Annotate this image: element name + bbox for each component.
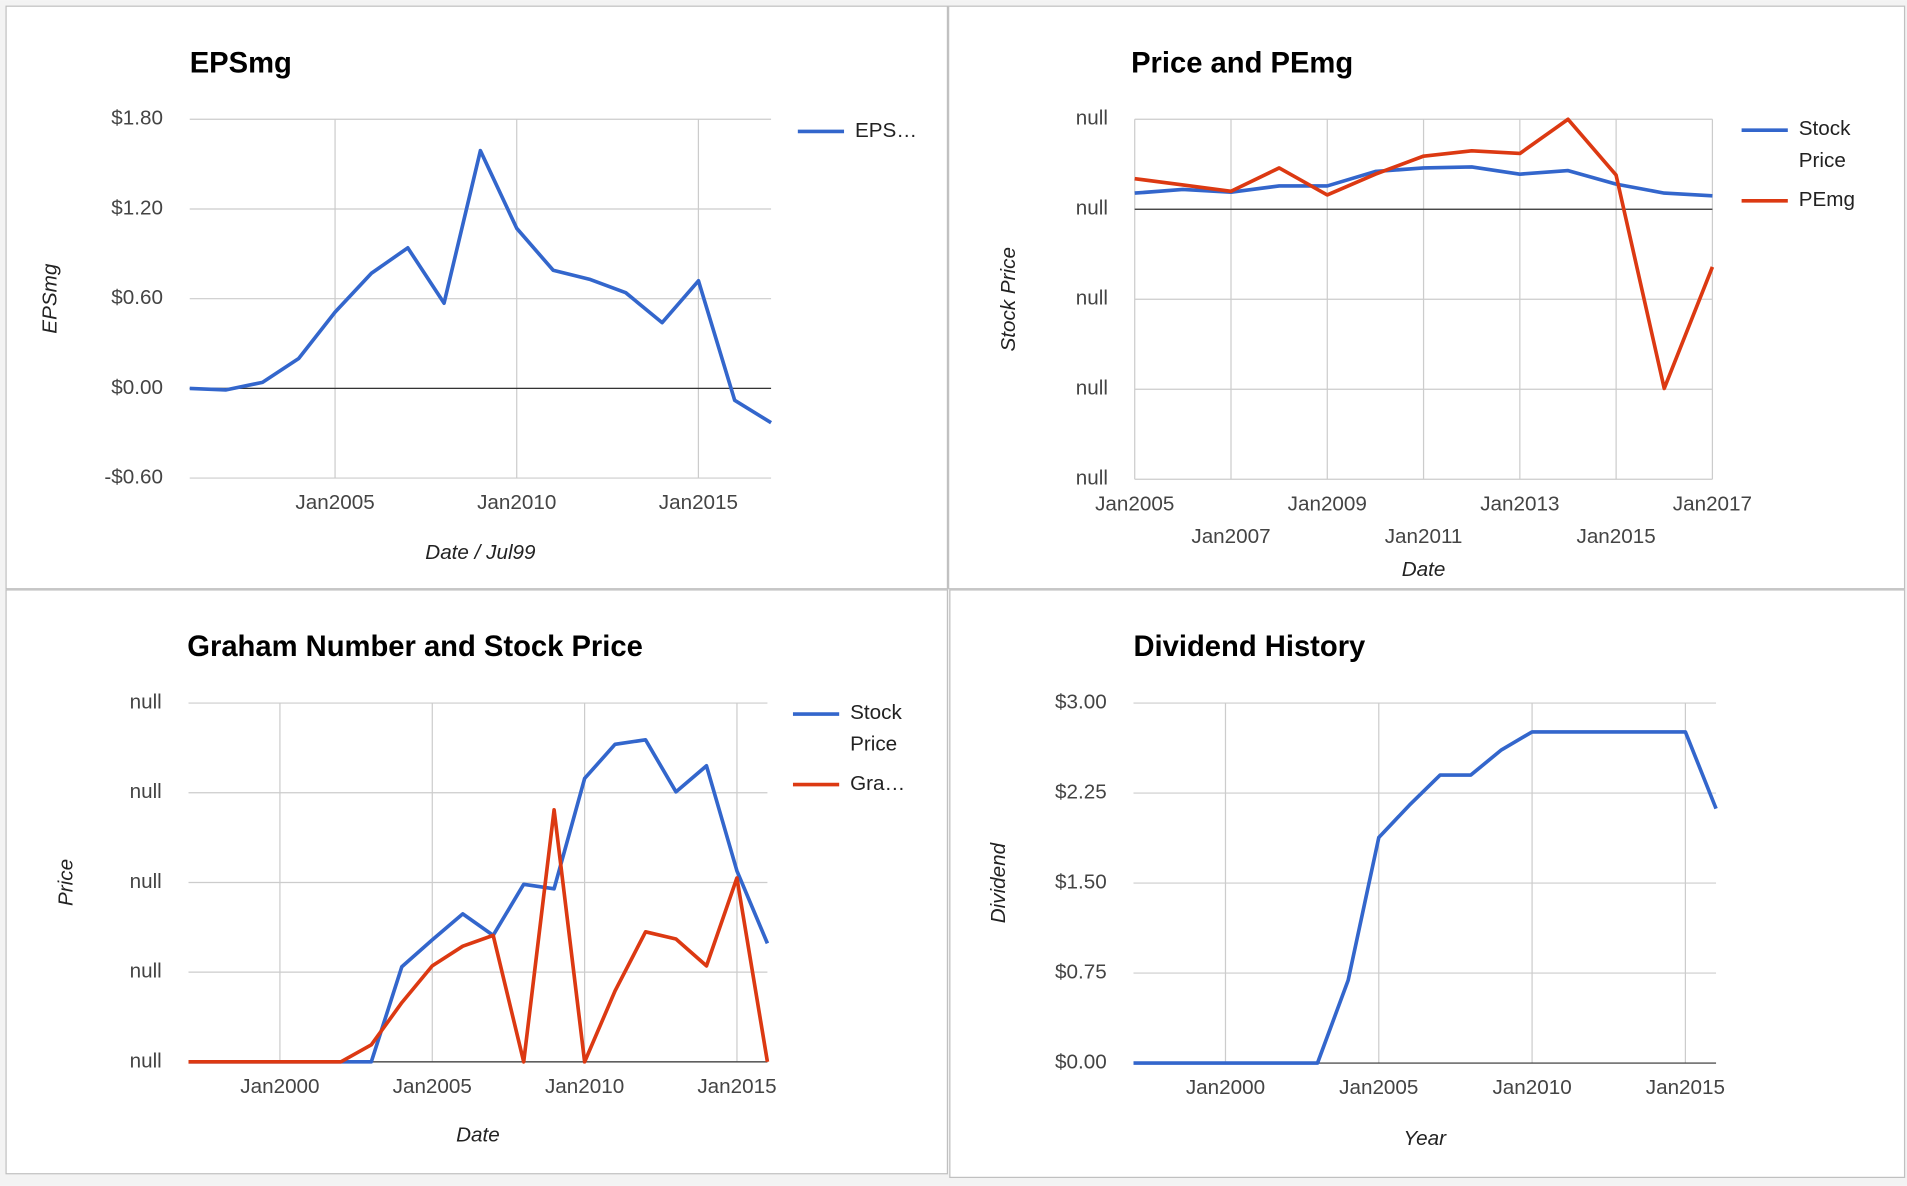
chart-panel — [948, 5, 1906, 590]
x-axis-title: Year — [1404, 1127, 1448, 1150]
x-tick-label: Jan2005 — [295, 491, 374, 514]
y-axis-title: EPSmg — [39, 263, 62, 334]
y-tick-label: $0.00 — [1055, 1051, 1107, 1074]
x-tick-label: Jan2017 — [1673, 492, 1752, 515]
legend-label: EPS… — [855, 119, 917, 142]
x-tick-label: Jan2015 — [659, 491, 738, 514]
chart-panel — [5, 5, 949, 590]
x-axis-title: Date — [456, 1123, 500, 1146]
series-line — [189, 148, 773, 425]
y-tick-label: -$0.60 — [104, 466, 163, 489]
x-tick-label: Jan2010 — [1492, 1076, 1571, 1099]
y-tick-label: null — [1076, 287, 1108, 310]
y-tick-label: $2.25 — [1055, 781, 1107, 804]
y-tick-label: null — [1076, 377, 1108, 400]
legend-label: PEmg — [1799, 188, 1855, 211]
x-axis-title: Date — [1402, 558, 1446, 581]
chart-title: Dividend History — [1133, 631, 1366, 663]
x-tick-label: Jan2005 — [1339, 1076, 1418, 1099]
y-tick-label: $1.80 — [111, 107, 163, 130]
x-tick-label: Jan2015 — [1576, 525, 1655, 548]
chart-title: Price and PEmg — [1131, 47, 1353, 79]
legend-label: Gra… — [850, 772, 905, 795]
series-line — [1133, 730, 1718, 1065]
y-tick-label: null — [130, 691, 162, 714]
y-tick-label: $0.75 — [1055, 961, 1107, 984]
x-tick-label: Jan2010 — [477, 491, 556, 514]
y-tick-label: null — [1076, 107, 1108, 130]
x-tick-label: Jan2013 — [1480, 492, 1559, 515]
y-tick-label: $3.00 — [1055, 691, 1107, 714]
y-tick-label: null — [130, 780, 162, 803]
y-tick-label: null — [1076, 467, 1108, 490]
x-tick-label: Jan2009 — [1288, 492, 1367, 515]
x-tick-label: Jan2000 — [1186, 1076, 1265, 1099]
x-tick-label: Jan2005 — [393, 1075, 472, 1098]
legend-label: Stock Price — [1799, 118, 1856, 173]
x-tick-label: Jan2000 — [240, 1075, 319, 1098]
x-tick-label: Jan2015 — [697, 1075, 776, 1098]
y-axis-title: Price — [54, 859, 77, 906]
y-tick-label: $0.60 — [111, 286, 163, 309]
y-tick-label: $1.20 — [111, 196, 163, 219]
y-tick-label: null — [130, 870, 162, 893]
y-tick-label: null — [130, 960, 162, 983]
legend-label: Stock Price — [850, 701, 907, 756]
x-tick-label: Jan2011 — [1385, 525, 1463, 548]
x-axis-title: Date / Jul99 — [425, 541, 536, 564]
y-tick-label: $1.50 — [1055, 871, 1107, 894]
y-tick-label: $0.00 — [111, 376, 163, 399]
y-tick-label: null — [130, 1049, 162, 1072]
x-tick-label: Jan2005 — [1095, 492, 1174, 515]
series-line — [1134, 117, 1715, 391]
y-tick-label: null — [1076, 197, 1108, 220]
x-tick-label: Jan2015 — [1646, 1076, 1725, 1099]
x-tick-label: Jan2010 — [545, 1075, 624, 1098]
series-line — [188, 808, 770, 1064]
y-axis-title: Stock Price — [997, 247, 1020, 351]
x-tick-label: Jan2007 — [1191, 525, 1270, 548]
chart-title: Graham Number and Stock Price — [187, 631, 643, 663]
chart-title: EPSmg — [190, 47, 292, 79]
y-axis-title: Dividend — [987, 841, 1010, 923]
